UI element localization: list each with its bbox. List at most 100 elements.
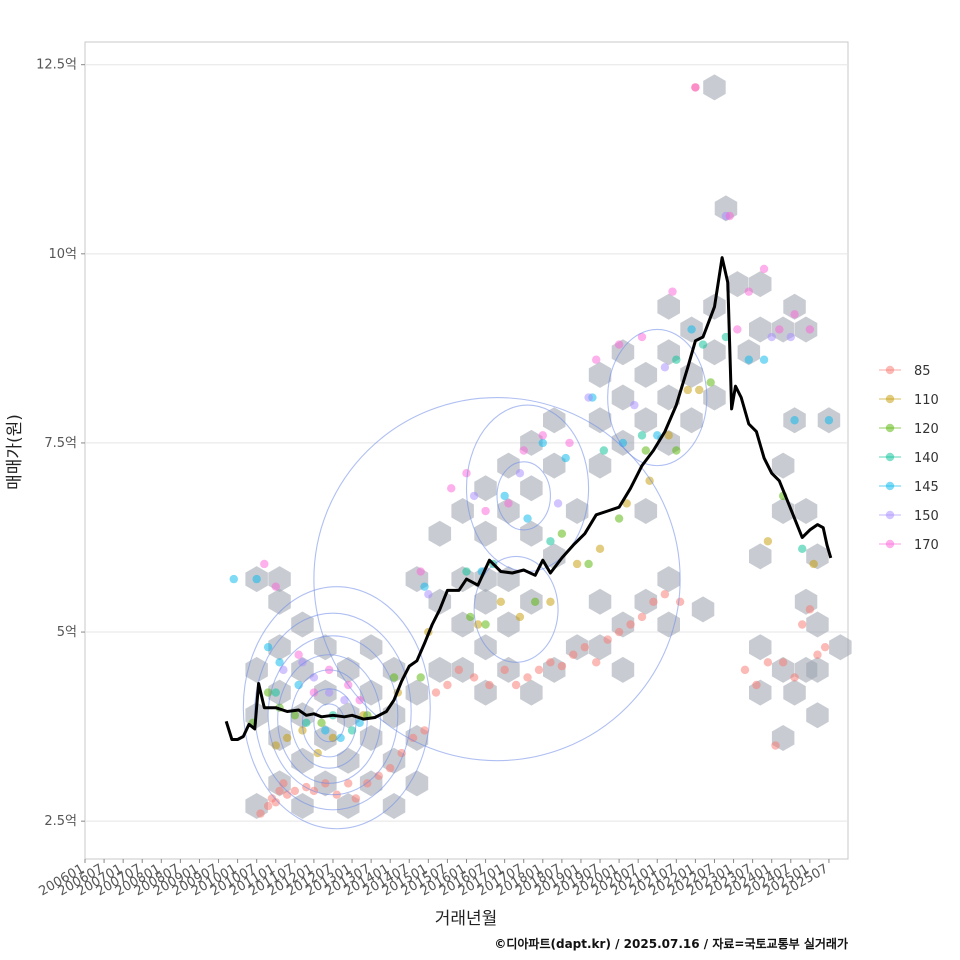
plot-panel [84, 41, 849, 860]
hexbin-cell [634, 498, 658, 524]
data-point-120 [416, 673, 425, 682]
data-point-150 [515, 468, 525, 478]
data-point-85 [614, 627, 624, 637]
data-point-110 [595, 544, 605, 554]
density-contour [607, 328, 708, 467]
data-point-140 [698, 340, 708, 349]
hexbin-cell [543, 407, 566, 434]
hexbin-cell [474, 588, 497, 615]
data-point-170 [271, 582, 280, 591]
density-contour [473, 555, 559, 663]
data-point-85 [557, 661, 567, 671]
hexbin-cell [657, 384, 680, 411]
hexbin-cell [703, 339, 726, 366]
data-point-85 [637, 612, 647, 622]
legend-key-point [885, 394, 895, 404]
hexbin-cell [520, 475, 543, 502]
data-point-85 [752, 680, 761, 690]
hexbin-cell [588, 407, 612, 434]
data-point-150 [767, 332, 776, 342]
data-point-85 [820, 642, 830, 652]
hexbin-cell [749, 543, 772, 570]
legend-label: 140 [914, 451, 939, 466]
data-point-140 [599, 446, 609, 455]
data-point-150 [309, 673, 319, 682]
data-point-120 [466, 612, 475, 622]
data-point-170 [805, 325, 815, 334]
hexbin-cell [634, 588, 658, 615]
data-point-145 [653, 431, 662, 440]
scatter-points [229, 83, 834, 818]
data-point-140 [637, 431, 647, 440]
data-point-120 [614, 514, 624, 523]
hexbin-cell [611, 384, 635, 411]
data-point-145 [790, 416, 799, 425]
legend: 85 110 120 140 145 150 170 [879, 364, 939, 553]
data-point-85 [569, 650, 578, 659]
data-point-145 [561, 453, 570, 463]
data-point-170 [538, 431, 547, 440]
data-point-85 [443, 680, 452, 690]
hexbin-cell [703, 384, 726, 411]
hexbin-cell [588, 588, 612, 615]
density-contour [267, 635, 399, 796]
data-point-170 [462, 468, 471, 478]
data-point-85 [592, 658, 601, 667]
hexbin-cell [657, 293, 680, 320]
hexbin-cell [382, 656, 406, 683]
data-point-85 [290, 786, 300, 796]
data-point-170 [725, 211, 734, 221]
hexbin-cell [588, 452, 612, 479]
data-point-150 [324, 688, 334, 697]
data-point-85 [386, 764, 395, 773]
hexbin-cell [520, 679, 543, 706]
data-point-150 [340, 695, 349, 705]
hexbin-cell [680, 407, 703, 434]
data-point-145 [321, 726, 330, 735]
hexbin-cell [405, 679, 429, 706]
data-point-145 [275, 658, 284, 667]
hexbin-cell [359, 679, 383, 706]
data-point-110 [809, 559, 818, 569]
data-point-85 [763, 658, 773, 667]
data-point-110 [683, 385, 692, 395]
data-point-170 [733, 325, 742, 334]
data-point-85 [546, 658, 555, 667]
data-point-170 [294, 650, 303, 659]
density-contour [242, 586, 431, 830]
data-point-85 [263, 801, 273, 811]
gridlines [85, 64, 848, 822]
hexbin-cell [565, 498, 589, 524]
data-point-85 [675, 597, 685, 606]
density-contour [313, 396, 681, 762]
data-point-170 [744, 287, 754, 296]
hexbin-cell [783, 293, 806, 320]
legend-key-point [885, 452, 895, 462]
data-point-85 [256, 809, 265, 818]
data-point-140 [798, 544, 807, 554]
data-point-85 [580, 642, 589, 652]
data-point-110 [496, 597, 506, 606]
data-point-85 [778, 658, 788, 667]
data-point-140 [672, 355, 681, 364]
hexbin-cell [783, 679, 806, 706]
hexbin-cell [691, 596, 715, 623]
hexbin-cell [657, 566, 680, 593]
data-point-120 [389, 673, 399, 682]
hexbin-cell [382, 793, 406, 819]
hexbin-cell [794, 498, 818, 524]
data-point-170 [416, 567, 425, 576]
data-point-85 [790, 673, 799, 682]
data-point-85 [408, 733, 418, 743]
data-point-120 [584, 559, 593, 569]
data-point-170 [565, 438, 574, 448]
data-point-170 [637, 332, 647, 342]
hexbin-cell [749, 634, 772, 661]
data-point-145 [538, 438, 547, 448]
legend-label: 85 [914, 364, 931, 379]
data-point-140 [302, 718, 311, 728]
data-point-170 [447, 484, 456, 493]
data-point-145 [523, 514, 532, 523]
y-tick-label: 12.5억 [36, 58, 77, 73]
data-point-150 [786, 332, 795, 342]
